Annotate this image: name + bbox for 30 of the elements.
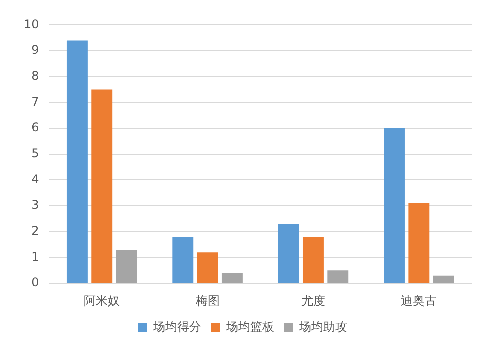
y-tick-label: 3 (32, 198, 40, 212)
y-tick-label: 5 (32, 146, 40, 161)
legend-label: 场均助攻 (298, 320, 348, 334)
y-tick-label: 9 (32, 43, 40, 58)
x-tick-label: 梅图 (194, 294, 220, 308)
legend-label: 场均得分 (152, 320, 202, 334)
bar (172, 237, 194, 284)
x-tick-label: 迪奥古 (401, 294, 438, 308)
bar (66, 40, 88, 284)
bar (328, 270, 349, 284)
bar (408, 203, 430, 284)
bar (116, 250, 138, 284)
y-tick-label: 4 (32, 172, 40, 186)
x-tick-label: 尤度 (301, 294, 326, 308)
y-tick-label: 10 (24, 17, 40, 32)
y-tick-label: 1 (32, 250, 40, 264)
bar (278, 224, 300, 284)
bar (222, 273, 243, 284)
bar (433, 276, 454, 284)
bar (92, 90, 113, 284)
y-tick-label: 0 (32, 276, 40, 290)
y-tick-label: 7 (32, 94, 40, 109)
legend-label: 场均篮板 (226, 320, 274, 334)
x-tick-label: 阿米奴 (84, 294, 120, 308)
bar (384, 128, 405, 284)
y-tick-label: 8 (32, 69, 40, 84)
y-tick-label: 6 (32, 120, 40, 135)
bar (302, 237, 324, 284)
bar (197, 252, 218, 284)
y-tick-label: 2 (32, 224, 40, 238)
